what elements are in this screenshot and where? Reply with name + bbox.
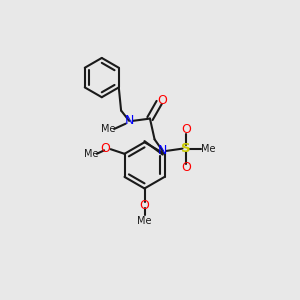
Text: Me: Me: [137, 216, 152, 226]
Text: O: O: [100, 142, 110, 155]
Text: Me: Me: [201, 144, 215, 154]
Text: Me: Me: [85, 149, 99, 159]
Text: O: O: [158, 94, 168, 106]
Text: O: O: [140, 199, 149, 212]
Text: N: N: [124, 114, 134, 128]
Text: O: O: [181, 123, 191, 136]
Text: N: N: [158, 144, 167, 158]
Text: S: S: [181, 142, 190, 155]
Text: O: O: [181, 161, 191, 174]
Text: Me: Me: [101, 124, 116, 134]
